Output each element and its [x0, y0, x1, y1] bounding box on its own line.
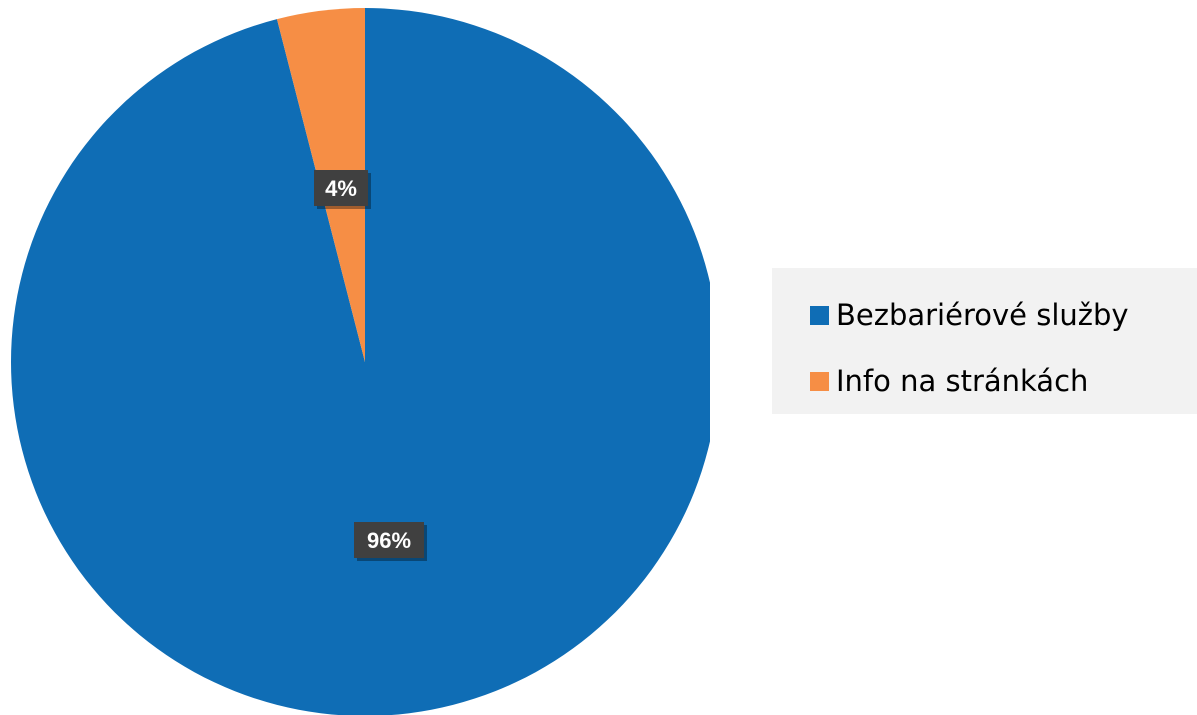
- legend-label: Bezbariérové služby: [836, 298, 1129, 332]
- data-label-text: 96%: [367, 528, 411, 553]
- data-label-text: 4%: [325, 176, 357, 201]
- pie-slice-0: [11, 8, 710, 715]
- legend-item-info-na-strankach: Info na stránkách: [810, 364, 1088, 398]
- data-label-0: 96%: [354, 522, 427, 561]
- pie-chart: 96% 4%: [11, 8, 710, 715]
- data-label-1: 4%: [314, 170, 371, 209]
- legend: Bezbariérové služby Info na stránkách: [772, 268, 1197, 414]
- legend-swatch: [810, 305, 829, 325]
- legend-swatch: [810, 371, 829, 391]
- legend-item-bezbarierove-sluzby: Bezbariérové služby: [810, 298, 1129, 332]
- legend-label: Info na stránkách: [836, 364, 1089, 398]
